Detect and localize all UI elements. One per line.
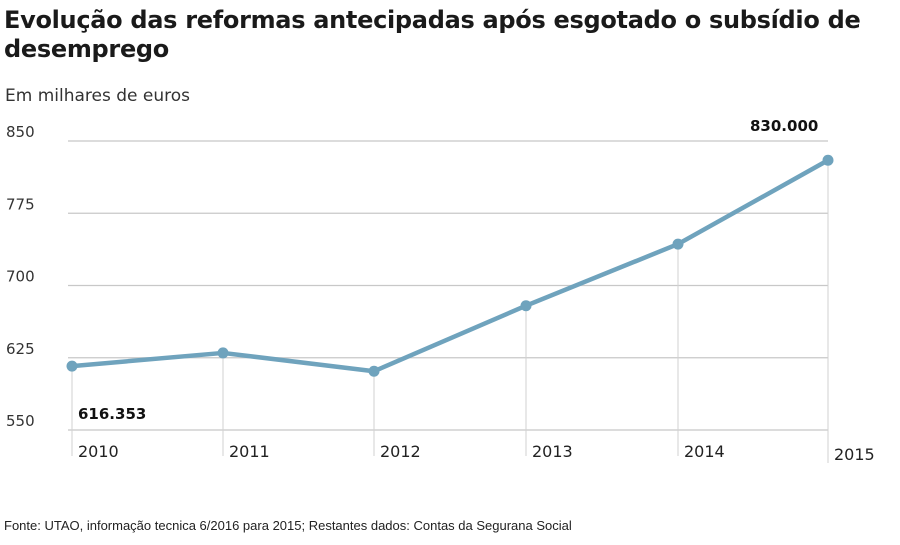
data-label: 616.353: [78, 405, 146, 423]
grid-lines: [68, 140, 828, 431]
data-point: [672, 238, 684, 250]
chart-subtitle: Em milhares de euros: [5, 86, 190, 106]
x-tick-label: 2012: [380, 442, 421, 461]
data-point: [520, 300, 532, 312]
y-tick-label: 625: [6, 340, 35, 358]
data-point: [66, 360, 78, 372]
source-note: Fonte: UTAO, informação tecnica 6/2016 p…: [4, 518, 572, 533]
data-point: [822, 154, 834, 166]
data-point: [368, 365, 380, 377]
line-chart: 550 625 700 775 850 2010 2011 2012 2013 2014 2015…: [6, 117, 875, 464]
series-line: [69, 158, 831, 374]
y-axis-ticks: 550 625 700 775 850: [6, 123, 35, 430]
y-tick-label: 850: [6, 123, 35, 141]
y-tick-label: 775: [6, 195, 35, 213]
series-group: [66, 154, 834, 377]
x-tick-label: 2010: [78, 442, 119, 461]
x-tick-label: 2015: [834, 445, 875, 464]
chart-title: Evolução das reformas antecipadas após e…: [4, 6, 861, 63]
data-label: 830.000: [750, 117, 818, 135]
x-tick-label: 2011: [229, 442, 270, 461]
y-tick-label: 550: [6, 412, 35, 430]
x-tick-label: 2014: [684, 442, 725, 461]
data-labels: 616.353 830.000: [78, 117, 818, 423]
x-tick-label: 2013: [532, 442, 573, 461]
y-tick-label: 700: [6, 268, 35, 286]
x-axis-ticks: 2010 2011 2012 2013 2014 2015: [78, 442, 875, 464]
data-point: [217, 347, 229, 359]
x-category-lines: [71, 160, 829, 463]
